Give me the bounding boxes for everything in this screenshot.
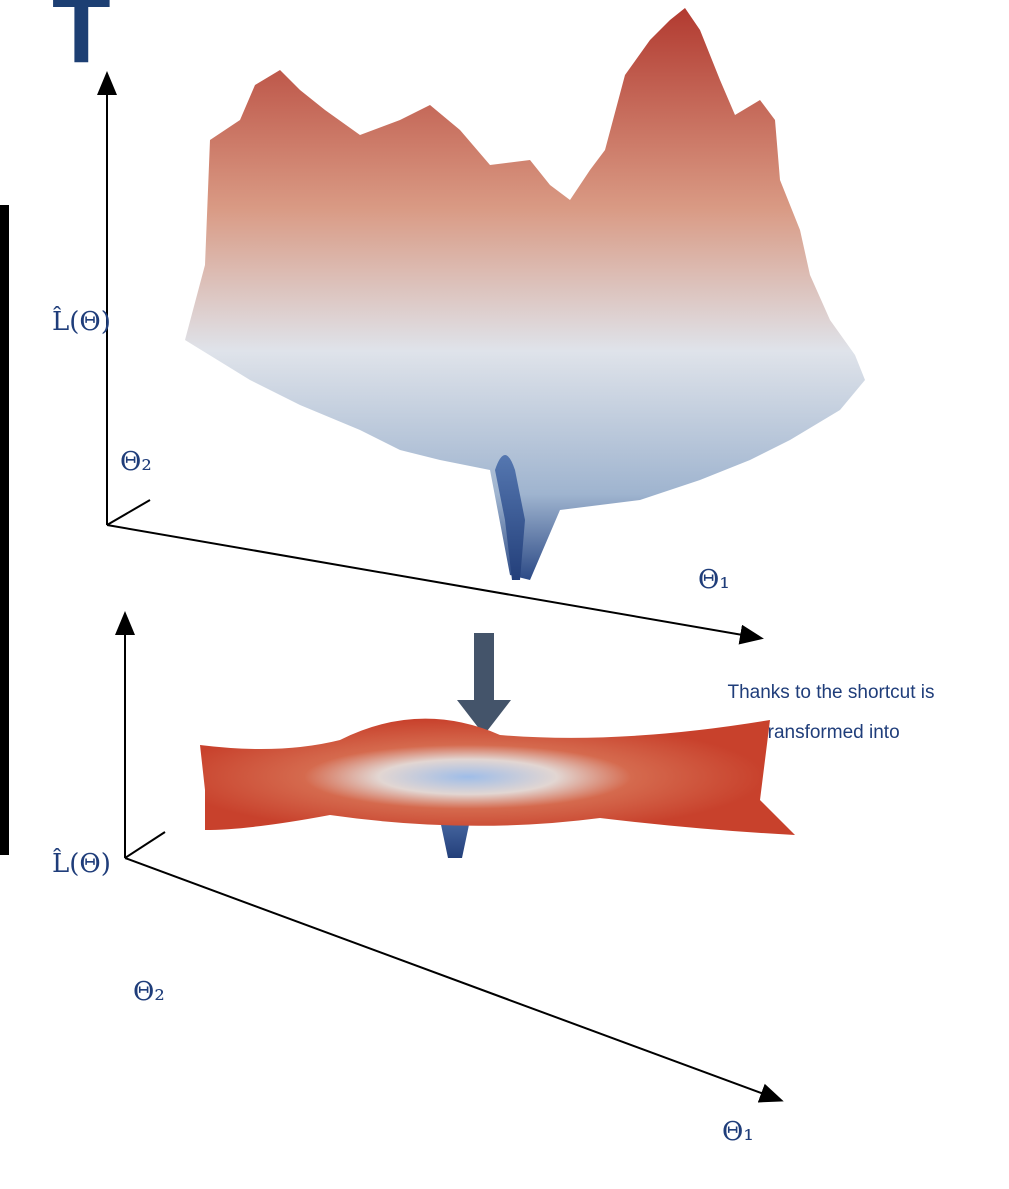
theta1-label: Θ₁ bbox=[722, 1117, 754, 1147]
theta1-label: Θ₁ bbox=[698, 565, 730, 595]
theta1-axis bbox=[107, 525, 760, 638]
loss-label: L̂(Θ) bbox=[52, 306, 111, 337]
side-bar bbox=[0, 205, 9, 855]
theta1-axis bbox=[125, 858, 780, 1100]
title-fragment: T bbox=[52, 0, 111, 83]
theta2-axis bbox=[125, 832, 165, 858]
theta2-axis bbox=[107, 500, 150, 525]
transform-arrow bbox=[474, 633, 494, 701]
rough-loss-surface bbox=[185, 8, 865, 580]
caption-line: transformed into bbox=[762, 722, 899, 743]
caption-line: Thanks to the shortcut is bbox=[728, 682, 935, 703]
theta2-label: Θ₂ bbox=[133, 977, 165, 1007]
theta2-label: Θ₂ bbox=[120, 447, 152, 477]
loss-label: L̂(Θ) bbox=[52, 848, 111, 879]
smooth-loss-surface bbox=[200, 719, 795, 835]
diagram: T L̂(Θ) Θ₂ Θ₁ Thanks to the shortcut is … bbox=[0, 0, 1009, 1189]
